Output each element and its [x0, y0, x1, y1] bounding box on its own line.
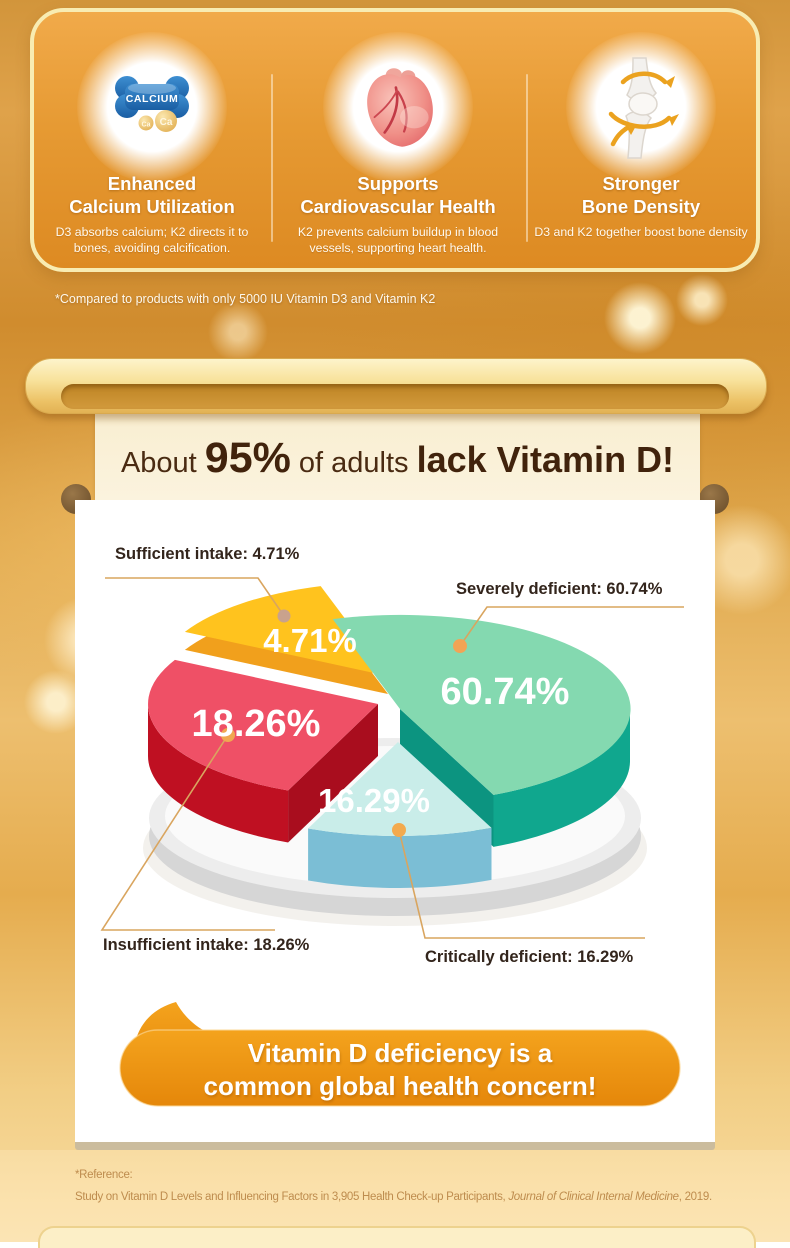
benefit-title: Enhanced Calcium Utilization	[27, 172, 277, 218]
slice-severely-top	[332, 614, 631, 795]
benefit-title-line1: Enhanced	[107, 173, 197, 194]
callout-insufficient: Insufficient intake: 18.26%	[103, 936, 310, 954]
reference-year: , 2019.	[678, 1191, 712, 1203]
benefit-description: D3 absorbs calcium; K2 directs it to bon…	[55, 225, 249, 255]
column-divider	[271, 74, 273, 242]
benefit-title-line1: Stronger	[602, 173, 680, 194]
leader-line-sufficient	[105, 577, 285, 617]
title-bold: lack Vitamin D!	[416, 439, 675, 480]
callout-severely: Severely deficient: 60.74%	[456, 580, 663, 598]
benefit-title: Stronger Bone Density	[516, 172, 766, 218]
heart-icon	[367, 68, 433, 147]
speech-bubble-body	[119, 1029, 681, 1107]
panel-bottom-shadow	[75, 1142, 715, 1150]
content-panel: 4.71% 60.74% 18.26% 16.29%	[75, 500, 715, 1142]
slice-insufficient-top	[148, 659, 378, 791]
slice-value-insufficient: 18.26%	[192, 703, 321, 745]
next-section-strip	[38, 1226, 756, 1248]
benefit-title: Supports Cardiovascular Health	[273, 172, 523, 218]
slice-dot-severely	[453, 639, 467, 653]
title-prefix: About	[120, 447, 205, 479]
title-mid: of adults	[290, 447, 417, 479]
ca-large-label: Ca	[160, 117, 173, 128]
slice-dot-critically	[392, 823, 406, 837]
reference-text: Study on Vitamin D Levels and Influencin…	[75, 1191, 509, 1203]
slice-value-sufficient: 4.71%	[263, 622, 357, 659]
benefits-card: CALCIUM Ca Ca Enhanced Calcium Utilizati…	[30, 8, 760, 272]
scroll-rod	[25, 358, 767, 414]
reference-note: *Reference: Study on Vitamin D Levels an…	[75, 1164, 712, 1208]
benefit-title-line2: Cardiovascular Health	[300, 196, 496, 217]
slice-value-critically: 16.29%	[318, 782, 430, 819]
slice-insufficient-cutface	[288, 704, 378, 843]
leader-line-critically	[398, 829, 645, 939]
column-divider	[526, 74, 528, 242]
leader-line-insufficient	[100, 734, 275, 931]
comparison-footnote: *Compared to products with only 5000 IU …	[55, 292, 436, 306]
slice-dot-insufficient	[221, 728, 235, 742]
slice-severely-wall	[493, 709, 630, 847]
title-stat: 95%	[204, 434, 291, 482]
speech-bubble-text: Vitamin D deficiency is a common global …	[120, 1037, 680, 1103]
reference-citation: Study on Vitamin D Levels and Influencin…	[75, 1186, 712, 1208]
calcium-icon-label: CALCIUM	[126, 93, 179, 105]
benefit-title-line1: Supports	[357, 173, 439, 194]
benefit-description: D3 and K2 together boost bone density	[534, 225, 748, 239]
page-title: About 95% of adults lack Vitamin D!	[95, 434, 700, 483]
slice-critically-wall	[308, 827, 492, 888]
reference-journal: Journal of Clinical Internal Medicine	[508, 1191, 679, 1203]
speech-bubble	[119, 1002, 681, 1107]
bubble-line2: common global health concern!	[203, 1071, 597, 1101]
benefit-title-line2: Bone Density	[581, 196, 701, 217]
callout-critically: Critically deficient: 16.29%	[425, 948, 634, 966]
ca-small-label: Ca	[142, 122, 151, 129]
bubble-line1: Vitamin D deficiency is a	[247, 1038, 553, 1068]
reference-label: *Reference:	[75, 1169, 133, 1181]
slice-dot-sufficient	[277, 609, 291, 623]
callout-sufficient: Sufficient intake: 4.71%	[115, 545, 300, 563]
leader-line-severely	[459, 606, 684, 647]
slice-sufficient-top	[184, 586, 388, 676]
pie-chart: 4.71% 60.74% 18.26% 16.29%	[100, 577, 684, 939]
calcium-bone-icon: CALCIUM Ca Ca	[115, 76, 189, 132]
benefit-title-line2: Calcium Utilization	[69, 196, 235, 217]
knee-joint-icon	[608, 57, 679, 159]
slice-critically-top	[308, 742, 492, 836]
benefit-description: K2 prevents calcium buildup in blood ves…	[297, 225, 499, 255]
scroll-rod-groove	[61, 384, 729, 409]
slice-value-severely: 60.74%	[441, 671, 570, 713]
slice-insufficient-wall	[148, 704, 289, 843]
